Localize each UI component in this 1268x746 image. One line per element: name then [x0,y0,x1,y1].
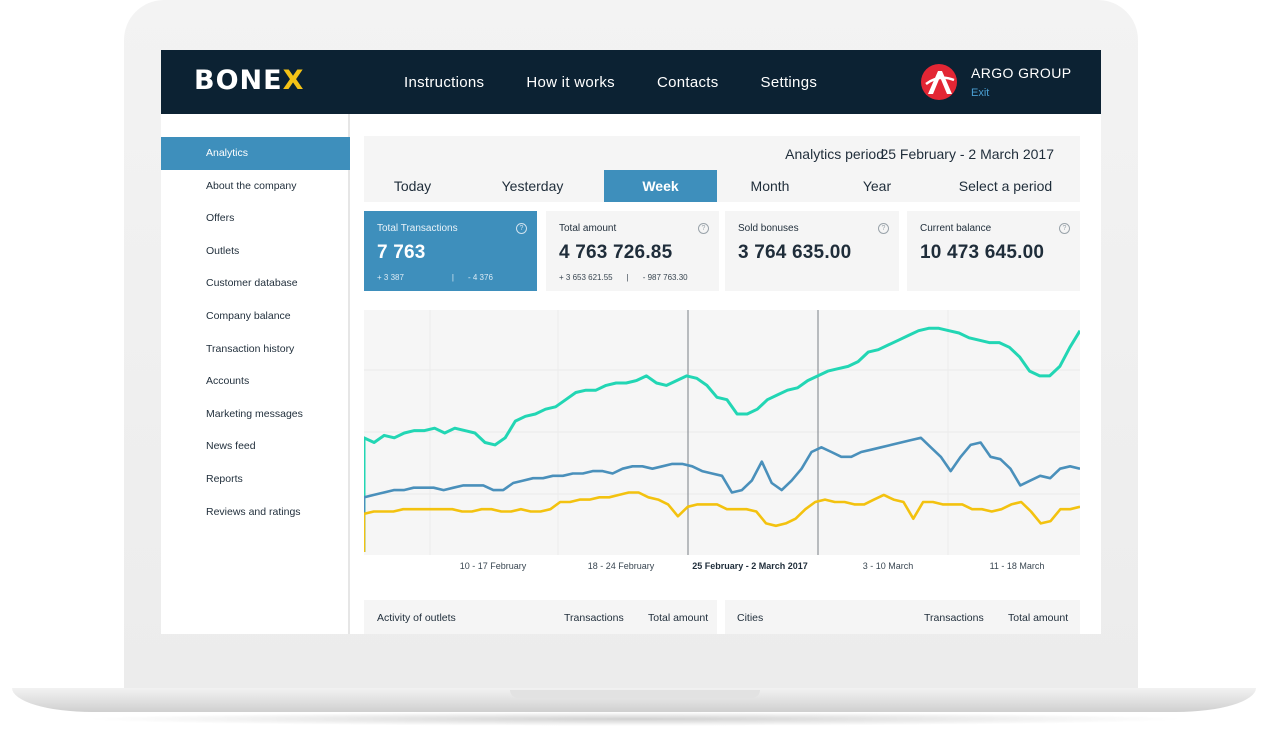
nav-contacts[interactable]: Contacts [656,73,719,91]
company-name: ARGO GROUP [971,65,1072,81]
stat-total-amount[interactable]: Total amount 4 763 726.85 + 3 653 621.55… [546,211,719,291]
sidebar-item-transaction-history[interactable]: Transaction history [206,342,295,355]
stat-title: Sold bonuses [738,223,799,234]
analytics-chart[interactable] [364,310,1080,555]
stat-total-transactions[interactable]: Total Transactions 7 763 + 3 387 | - 4 376… [364,211,537,291]
outlets-title: Activity of outlets [377,612,456,624]
main-nav: Instructions How it works Contacts Setti… [404,50,859,114]
company-avatar[interactable] [921,64,957,100]
stat-deltas: + 3 387 | - 4 376 [377,273,537,282]
series-line-1[interactable] [364,326,1080,552]
stat-value: 4 763 726.85 [559,242,673,263]
stat-title: Current balance [920,223,992,234]
sidebar-item-company-balance[interactable]: Company balance [206,309,291,322]
tab-select-period[interactable]: Select a period [958,178,1053,194]
delta-separator: | [451,273,454,282]
chart-svg [364,310,1080,555]
help-icon[interactable]: ? [878,223,889,234]
tab-yesterday[interactable]: Yesterday [501,178,564,194]
stat-current-balance[interactable]: Current balance 10 473 645.00 ? [907,211,1080,291]
sidebar: Analytics About the company Offers Outle… [161,114,350,634]
sidebar-item-reviews-ratings[interactable]: Reviews and ratings [206,505,301,518]
stat-sold-bonuses[interactable]: Sold bonuses 3 764 635.00 ? [725,211,899,291]
sidebar-item-accounts[interactable]: Accounts [206,375,250,388]
cities-col-total-amount[interactable]: Total amount [1008,612,1069,624]
x-tick-label: 3 - 10 March [862,561,914,571]
laptop-shadow [80,712,1190,726]
sidebar-item-customer-database[interactable]: Customer database [206,277,298,290]
tables-row: Activity of outlets Transactions Total a… [364,600,1080,634]
sidebar-item-marketing-messages[interactable]: Marketing messages [206,407,303,420]
x-tick-label: 11 - 18 March [989,561,1045,571]
sidebar-item-offers[interactable]: Offers [206,212,235,225]
series-line-2[interactable] [364,436,1080,552]
help-icon[interactable]: ? [698,223,709,234]
outlets-table-header: Activity of outlets Transactions Total a… [364,600,717,634]
main-content: Analytics period 25 February - 2 March 2… [352,114,1101,634]
cities-table-header: Cities Transactions Total amount [725,600,1080,634]
stat-value: 10 473 645.00 [920,242,1045,263]
nav-how-it-works[interactable]: How it works [526,73,615,91]
help-icon[interactable]: ? [516,223,527,234]
sidebar-item-news-feed[interactable]: News feed [206,440,256,453]
sidebar-item-reports[interactable]: Reports [206,472,243,485]
argo-logo-icon [925,71,955,94]
series-line-3[interactable] [364,491,1080,553]
stat-value: 3 764 635.00 [738,242,852,263]
stat-minus: - 987 763.30 [642,273,688,282]
x-tick-label: 18 - 24 February [587,561,655,571]
nav-settings[interactable]: Settings [760,73,818,91]
stats-row: Total Transactions 7 763 + 3 387 | - 4 376… [364,211,1080,291]
stat-deltas: + 3 653 621.55 | - 987 763.30 [559,273,719,282]
stat-plus: + 3 387 [377,273,404,282]
period-tabs: Today Yesterday Week Month Year Select a… [364,170,1080,202]
period-label: Analytics period [785,146,884,162]
cities-title: Cities [737,612,764,624]
stat-plus: + 3 653 621.55 [559,273,613,282]
x-tick-label: 25 February - 2 March 2017 [692,561,808,571]
tab-month[interactable]: Month [750,178,790,194]
stat-title: Total Transactions [377,223,458,234]
period-selector: Analytics period 25 February - 2 March 2… [364,136,1080,202]
delta-separator: | [626,273,629,282]
laptop-notch [510,690,760,698]
nav-instructions[interactable]: Instructions [404,73,485,91]
outlets-col-total-amount[interactable]: Total amount [648,612,709,624]
sidebar-menu: Analytics About the company Offers Outle… [161,137,350,528]
period-value: 25 February - 2 March 2017 [880,146,1054,162]
sidebar-item-analytics[interactable]: Analytics [161,137,350,170]
top-bar: BONEX Instructions How it works Contacts… [161,50,1101,114]
sidebar-item-about-company[interactable]: About the company [206,179,297,192]
help-icon[interactable]: ? [1059,223,1070,234]
tab-week[interactable]: Week [604,170,717,202]
exit-link[interactable]: Exit [971,87,990,99]
bonex-logo[interactable]: BONEX [194,65,305,96]
cities-col-transactions[interactable]: Transactions [924,612,984,624]
tab-year[interactable]: Year [862,178,892,194]
outlets-col-transactions[interactable]: Transactions [564,612,624,624]
sidebar-item-outlets[interactable]: Outlets [206,244,240,257]
x-tick-label: 10 - 17 February [459,561,527,571]
stat-title: Total amount [559,223,617,234]
app-screen: BONEX Instructions How it works Contacts… [161,50,1101,634]
chart-x-labels: 10 - 17 February 18 - 24 February 25 Febru… [364,561,1080,575]
tab-today[interactable]: Today [393,178,432,194]
stat-minus: - 4 376 [468,273,493,282]
stat-value: 7 763 [377,242,426,263]
